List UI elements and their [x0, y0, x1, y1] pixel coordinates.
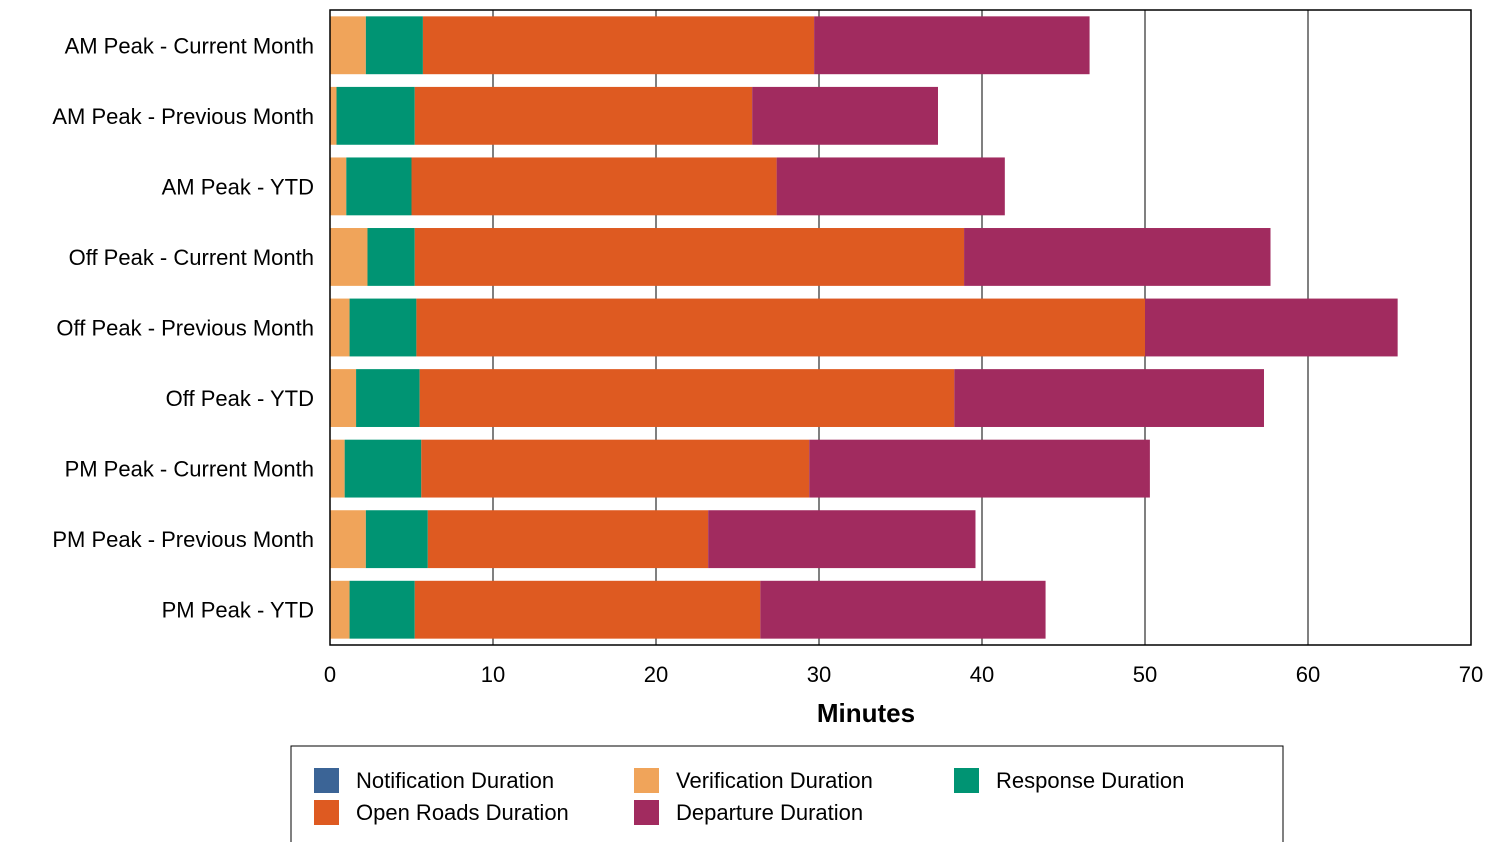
legend-swatch	[314, 768, 339, 793]
bar-segment	[752, 86, 938, 145]
legend-label: Open Roads Duration	[356, 800, 569, 825]
bar-segment	[349, 580, 415, 639]
legend-label: Notification Duration	[356, 768, 554, 793]
legend-label: Departure Duration	[676, 800, 863, 825]
plot-area-frame	[329, 9, 1472, 646]
x-tick-label: 0	[324, 662, 336, 687]
bar-segment	[344, 439, 422, 498]
bar-segment	[708, 510, 976, 569]
bar-segment	[330, 580, 350, 639]
bar-segment	[336, 86, 415, 145]
legend-label: Response Duration	[996, 768, 1184, 793]
bar-segment	[414, 580, 761, 639]
legend-label: Verification Duration	[676, 768, 873, 793]
bar-segment	[356, 369, 420, 427]
bar-segment	[809, 439, 1150, 498]
x-tick-label: 10	[481, 662, 505, 687]
x-tick-label: 60	[1296, 662, 1320, 687]
bar-segment	[414, 228, 965, 286]
category-label: Off Peak - YTD	[166, 386, 314, 411]
bar-segment	[760, 580, 1046, 639]
bar-segment	[427, 510, 709, 569]
legend-items: Notification Duration Verification Durati…	[314, 768, 1184, 825]
x-tick-labels: 0 10 20 30 40 50 60 70	[324, 662, 1483, 687]
legend-swatch	[634, 768, 659, 793]
category-labels: AM Peak - Current Month AM Peak - Previou…	[52, 33, 314, 622]
x-tick-label: 40	[970, 662, 994, 687]
bar-segment	[330, 157, 347, 216]
bar-segment	[954, 369, 1264, 427]
x-axis-title: Minutes	[817, 698, 915, 728]
bar-segment	[349, 298, 417, 357]
bar-segment	[814, 16, 1090, 75]
category-label: AM Peak - Current Month	[65, 33, 314, 58]
legend-swatch	[314, 800, 339, 825]
bar-segment	[422, 16, 815, 75]
bar-segment	[414, 86, 753, 145]
legend: Notification Duration Verification Durati…	[290, 745, 1284, 842]
category-label: PM Peak - Previous Month	[52, 527, 314, 552]
x-tick-label: 20	[644, 662, 668, 687]
bar-segment	[330, 298, 350, 357]
x-tick-label: 50	[1133, 662, 1157, 687]
bar-segment	[421, 439, 810, 498]
bar-segment	[330, 510, 366, 569]
legend-frame	[290, 745, 1284, 842]
bar-segment	[330, 86, 337, 145]
category-label: PM Peak - YTD	[162, 598, 314, 623]
category-label: Off Peak - Current Month	[69, 245, 314, 270]
bar-segment	[964, 228, 1271, 286]
bars	[330, 16, 1398, 639]
category-label: AM Peak - YTD	[162, 174, 314, 199]
legend-swatch	[634, 800, 659, 825]
category-label: PM Peak - Current Month	[65, 457, 314, 482]
bar-segment	[419, 369, 955, 427]
bar-segment	[346, 157, 412, 216]
bar-segment	[330, 228, 368, 286]
legend-swatch	[954, 768, 979, 793]
bar-segment	[330, 369, 357, 427]
x-tick-label: 30	[807, 662, 831, 687]
bar-segment	[330, 16, 366, 75]
x-tick-label: 70	[1459, 662, 1483, 687]
bar-segment	[330, 439, 345, 498]
category-label: Off Peak - Previous Month	[56, 316, 314, 341]
bar-segment	[1145, 298, 1398, 357]
bar-segment	[365, 510, 428, 569]
bar-segment	[776, 157, 1005, 216]
category-label: AM Peak - Previous Month	[52, 104, 314, 129]
bar-segment	[365, 16, 423, 75]
bar-segment	[367, 228, 415, 286]
bar-segment	[411, 157, 777, 216]
bar-segment	[416, 298, 1145, 357]
